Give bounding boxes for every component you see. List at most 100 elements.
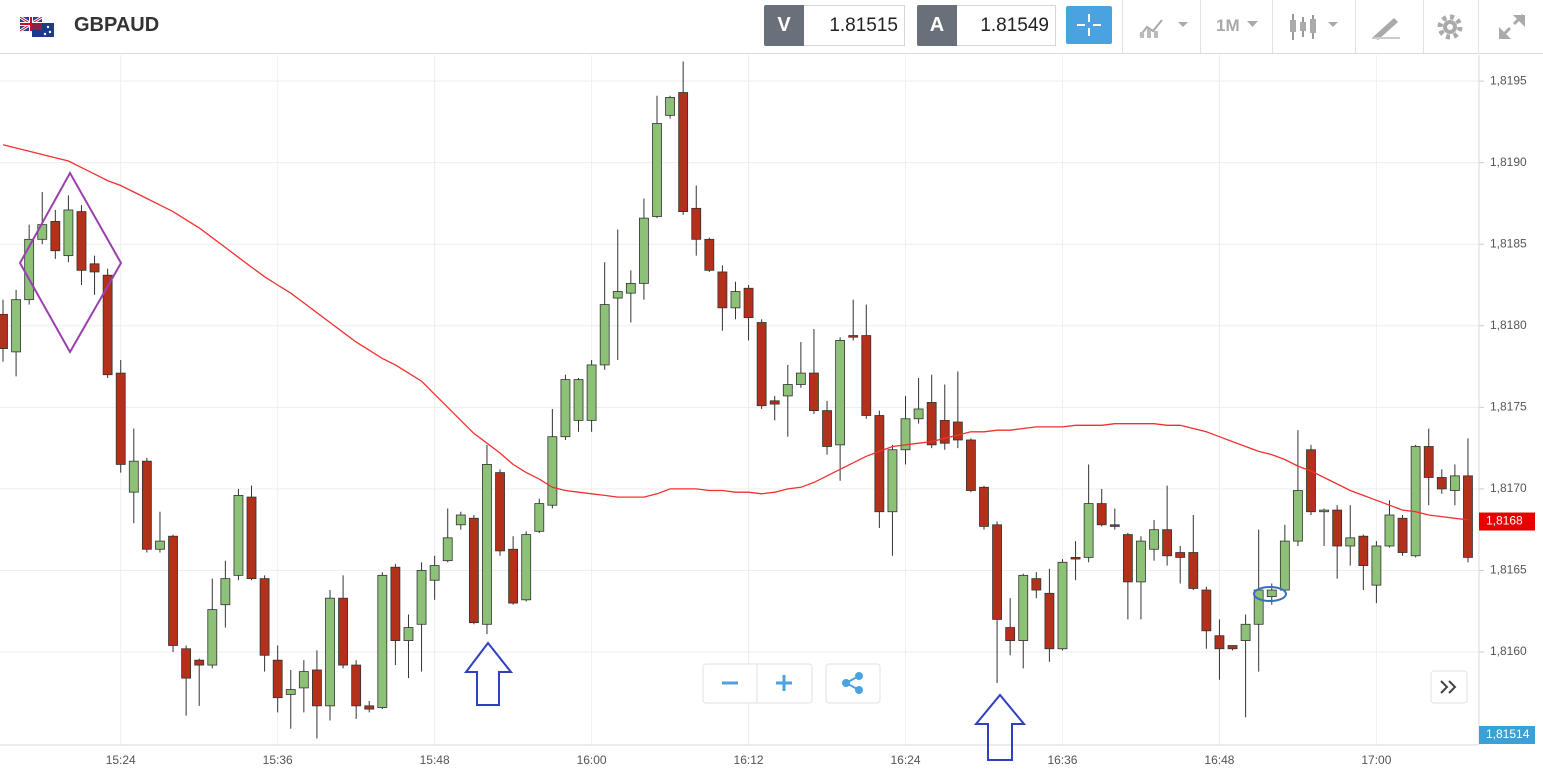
candle-body: [848, 335, 859, 338]
share-icon: [842, 672, 863, 694]
candle-body: [795, 372, 806, 385]
candle-body: [338, 597, 348, 666]
candle-body: [1449, 475, 1460, 491]
candle-body: [625, 282, 636, 294]
candle-body: [482, 464, 492, 625]
buy-label[interactable]: A: [917, 5, 957, 46]
candle-body: [730, 291, 741, 309]
candle-body: [364, 705, 375, 710]
candle-body: [782, 384, 793, 397]
crosshair-button[interactable]: [1066, 6, 1112, 44]
chart-type-button[interactable]: [1138, 14, 1192, 40]
candle-body: [926, 402, 937, 446]
candle-body: [809, 372, 819, 412]
instrument-title: GBPAUD: [74, 14, 160, 36]
candle-body: [312, 669, 322, 707]
flag-icon: [20, 17, 54, 37]
candle-body: [1436, 477, 1447, 490]
separator: [1272, 0, 1273, 54]
candle-body: [573, 379, 584, 421]
y-tick-label: 1,8160: [1490, 644, 1527, 658]
zoom-in-button[interactable]: [776, 675, 792, 691]
candle-body: [586, 364, 597, 421]
candle-body: [246, 496, 257, 580]
candle-body: [508, 548, 519, 604]
x-tick-label: 16:12: [734, 753, 764, 767]
candle-body: [168, 535, 178, 646]
candle-body: [1057, 561, 1068, 650]
candle-body: [1162, 529, 1173, 557]
candle-body: [1358, 535, 1369, 566]
separator: [1423, 0, 1424, 54]
candle-body: [11, 299, 21, 353]
candle-body: [678, 92, 689, 212]
candle-body: [756, 322, 767, 407]
separator: [1122, 0, 1123, 54]
fullscreen-button[interactable]: [1497, 13, 1527, 41]
sell-label[interactable]: V: [764, 5, 804, 46]
settings-button[interactable]: [1436, 13, 1464, 41]
candle-body: [952, 421, 963, 441]
candle-body: [1371, 545, 1382, 586]
draw-button[interactable]: [1370, 14, 1402, 40]
candle-body: [691, 207, 702, 240]
y-tick-label: 1,8190: [1490, 155, 1527, 169]
moving-average-line: [2, 144, 1469, 521]
candle-body: [76, 211, 87, 271]
candle-body: [743, 287, 754, 319]
candle-body: [429, 565, 440, 581]
candle-body: [155, 540, 165, 550]
candle-body: [1253, 589, 1264, 625]
candle-body: [442, 537, 453, 562]
candle-body: [900, 418, 911, 451]
x-tick-label: 16:48: [1204, 753, 1234, 767]
buy-price[interactable]: 1.81549: [957, 5, 1056, 46]
candle-body: [377, 574, 388, 708]
share-button[interactable]: [825, 663, 881, 704]
candle-body: [89, 263, 100, 273]
candle-style-button[interactable]: [1288, 12, 1346, 42]
candle-body: [639, 217, 649, 284]
candle-body: [599, 304, 610, 366]
y-tick-label: 1,8170: [1490, 481, 1527, 495]
candle-body: [259, 578, 270, 656]
candle-body: [547, 436, 558, 506]
candle-body: [1109, 524, 1120, 527]
candle-body: [1240, 623, 1251, 642]
candle-body: [560, 379, 571, 438]
separator: [1355, 0, 1356, 54]
candle-body: [1018, 574, 1029, 642]
diamond-annotation: [18, 170, 123, 355]
timeframe-button[interactable]: 1M: [1216, 16, 1240, 35]
candle-body: [1136, 540, 1146, 583]
candle-body: [1345, 537, 1356, 547]
y-tick-label: 1,8195: [1490, 73, 1527, 87]
x-tick-label: 16:00: [577, 753, 607, 767]
scroll-right-button[interactable]: [1430, 670, 1468, 704]
candle-body: [1175, 552, 1186, 558]
candle-body: [1031, 578, 1042, 591]
candle-body: [769, 400, 780, 405]
candle-body: [717, 271, 728, 309]
sell-price[interactable]: 1.81515: [804, 5, 905, 46]
candle-body: [652, 123, 662, 217]
ellipse-annotation: [1253, 586, 1287, 602]
candle-body: [1096, 503, 1107, 526]
candle-body: [966, 439, 976, 491]
arrow-annotation: [973, 693, 1027, 761]
separator: [1200, 0, 1201, 54]
x-tick-label: 16:24: [891, 753, 921, 767]
x-tick-label: 15:24: [106, 753, 136, 767]
candle-body: [1397, 517, 1408, 553]
candle-body: [325, 597, 335, 707]
candle-body: [468, 517, 479, 624]
zoom-controls: [702, 663, 1468, 704]
candle-body: [495, 472, 505, 552]
candle-body: [194, 659, 205, 666]
candle-body: [416, 570, 427, 625]
candle-body: [50, 220, 61, 252]
candle-body: [220, 578, 231, 606]
candle-body: [939, 419, 950, 444]
candle-body: [665, 97, 675, 116]
